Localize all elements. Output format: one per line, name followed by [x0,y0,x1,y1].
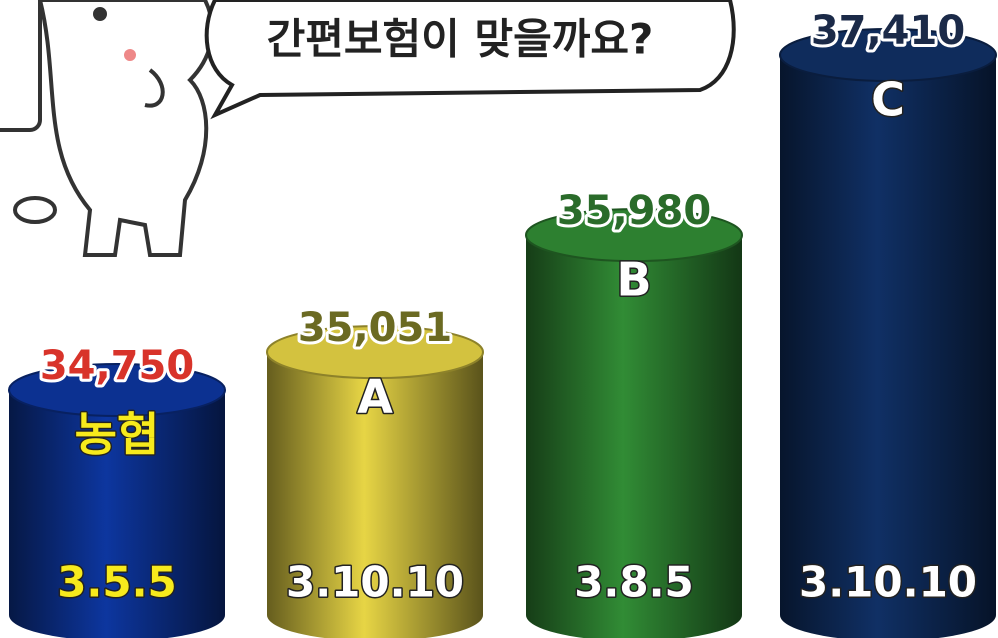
value-label: 35,980 [557,188,711,234]
category-label: C [871,73,905,127]
bar [780,55,996,615]
category-label: 농협 [75,408,160,462]
value-label: 35,051 [298,305,452,351]
category-label: B [616,253,651,307]
value-label: 34,750 [40,343,194,389]
code-label: 3.10.10 [799,558,977,607]
code-label: 3.5.5 [57,558,177,607]
value-label: 37,410 [811,8,965,54]
code-label: 3.8.5 [574,558,694,607]
annotation: 간편보험이 맞을까요? [267,15,654,64]
code-label: 3.10.10 [286,558,464,607]
speech-bubble: 간편보험이 맞을까요? [207,0,734,115]
category-label: A [357,370,393,424]
dog-illustration [0,0,212,255]
chart: 간편보험이 맞을까요? 34,750 농협 3.5.5 35,051 A 3.10.10 3… [0,0,998,638]
